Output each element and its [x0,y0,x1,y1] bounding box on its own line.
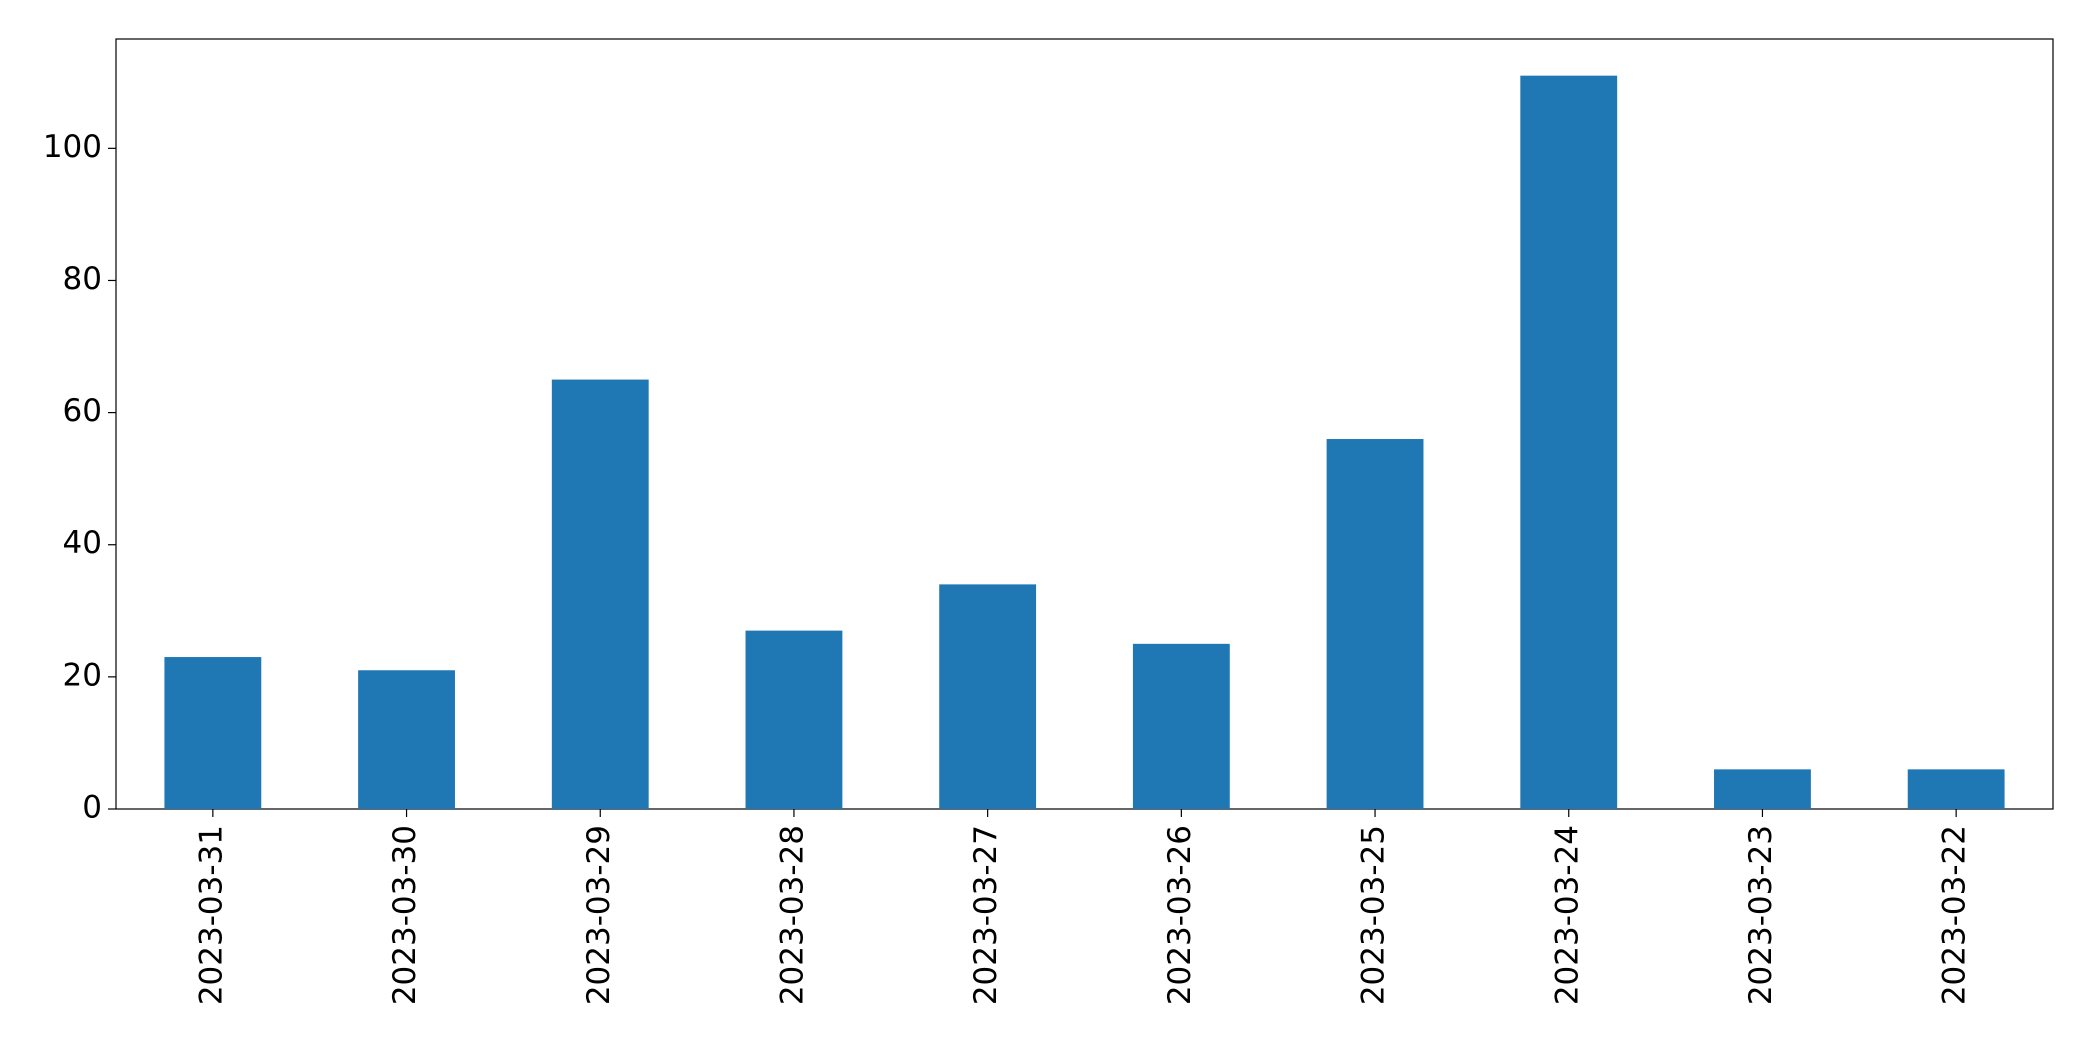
y-tick-label: 80 [63,261,102,297]
bar [939,584,1037,809]
y-tick-label: 100 [43,129,102,165]
bar [164,657,262,809]
x-tick-label: 2023-03-27 [968,825,1004,1005]
y-tick-label: 60 [63,393,102,429]
bar [1714,769,1811,809]
x-tick-label: 2023-03-30 [387,825,423,1005]
x-tick-label: 2023-03-31 [193,825,229,1005]
x-tick-label: 2023-03-25 [1356,825,1392,1005]
y-tick-label: 40 [63,525,102,561]
bar [551,379,649,809]
x-tick-label: 2023-03-28 [774,825,810,1005]
x-tick-label: 2023-03-22 [1937,825,1973,1005]
plot-frame [115,38,2054,810]
y-tick-label: 0 [82,790,102,826]
bar [1907,769,2005,809]
x-tick-label: 2023-03-23 [1743,825,1779,1005]
bar [358,670,455,809]
bar [1326,439,1424,809]
bar [1520,75,1618,809]
y-tick-label: 20 [63,657,102,693]
x-tick-label: 2023-03-24 [1549,825,1585,1005]
x-tick-label: 2023-03-26 [1162,825,1198,1005]
bar [1132,643,1230,809]
x-tick-label: 2023-03-29 [581,825,617,1005]
bar [745,630,843,809]
